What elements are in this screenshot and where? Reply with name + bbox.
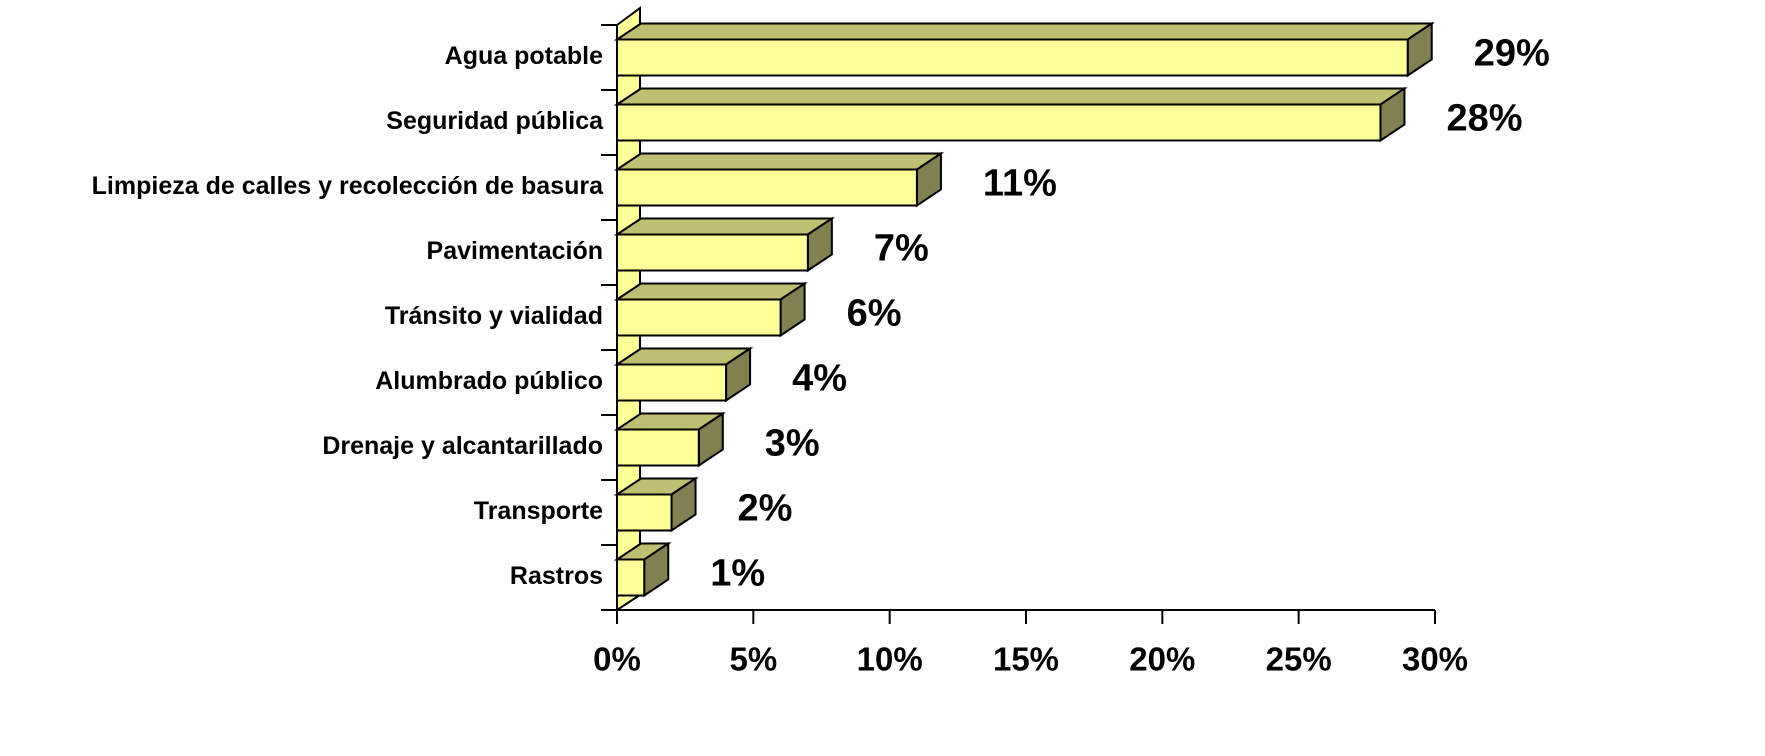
value-label: 28%: [1446, 98, 1522, 140]
bar: [616, 428, 700, 467]
category-label: Seguridad pública: [386, 107, 604, 135]
x-tick-label: 15%: [993, 641, 1059, 678]
category-label: Limpieza de calles y recolección de basu…: [92, 172, 604, 200]
bar-top: [613, 282, 808, 301]
category-label: Drenaje y alcantarillado: [322, 432, 603, 460]
bar-top: [613, 87, 1408, 106]
bar-top: [613, 152, 945, 171]
category-label: Agua potable: [445, 42, 603, 70]
x-tick-label: 0%: [593, 641, 641, 678]
value-label: 4%: [792, 358, 847, 400]
value-label: 1%: [710, 553, 765, 595]
x-tick-label: 20%: [1129, 641, 1195, 678]
x-tick-label: 25%: [1266, 641, 1332, 678]
bar: [616, 38, 1409, 77]
category-label: Alumbrado público: [375, 367, 603, 395]
value-label: 11%: [983, 163, 1057, 205]
bar: [616, 493, 673, 532]
value-label: 2%: [738, 488, 793, 530]
value-label: 6%: [847, 293, 902, 335]
category-label: Pavimentación: [427, 237, 603, 265]
x-tick-label: 30%: [1402, 641, 1468, 678]
category-label: Rastros: [510, 562, 603, 590]
value-label: 3%: [765, 423, 820, 465]
bar: [616, 298, 782, 337]
value-label: 29%: [1474, 33, 1550, 75]
value-label: 7%: [874, 228, 929, 270]
bar: [616, 103, 1382, 142]
x-tick-label: 5%: [729, 641, 777, 678]
bar-top: [613, 22, 1436, 41]
bar: [616, 233, 809, 272]
bar-top: [613, 217, 836, 236]
category-label: Tránsito y vialidad: [385, 302, 603, 330]
bar: [616, 363, 728, 402]
category-label: Transporte: [474, 497, 603, 525]
bar: [616, 168, 918, 207]
bar: [616, 558, 646, 597]
x-tick-label: 10%: [857, 641, 923, 678]
